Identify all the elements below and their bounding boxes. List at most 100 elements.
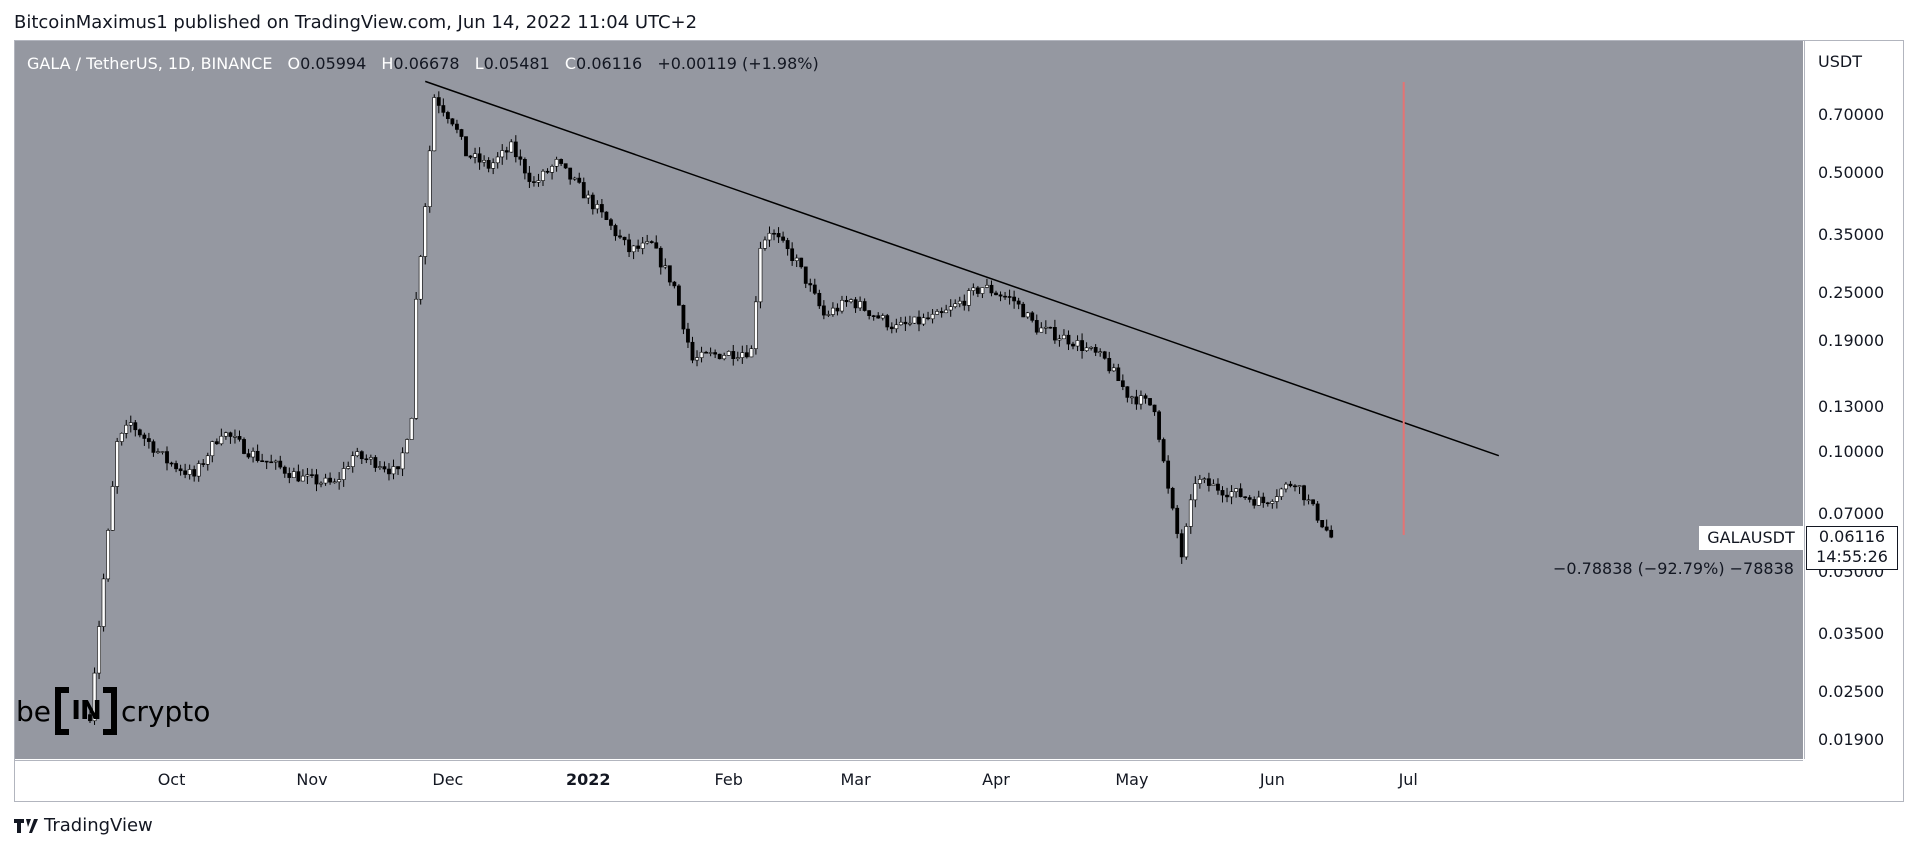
candle-body <box>1179 533 1184 558</box>
candle-body <box>1256 496 1261 506</box>
candle-body <box>455 123 459 130</box>
candle-body <box>613 225 618 237</box>
candle-body <box>889 326 894 330</box>
candle-body <box>1134 396 1139 405</box>
candle-body <box>1216 483 1220 491</box>
candle-body <box>1252 499 1257 506</box>
legend-symbol: GALA / TetherUS, 1D, BINANCE <box>27 54 273 73</box>
time-tick: Mar <box>840 770 871 789</box>
candle-body <box>355 451 360 457</box>
watermark-box: IN <box>55 687 117 735</box>
price-tick: 0.01900 <box>1818 730 1885 749</box>
time-tick: Jun <box>1259 770 1285 789</box>
candle-body <box>980 287 985 294</box>
candle-body <box>903 321 908 325</box>
candle-body <box>255 450 260 461</box>
candle-body <box>332 481 337 484</box>
candle-body <box>1243 496 1248 499</box>
candle-body <box>876 315 881 319</box>
candle-body <box>287 473 292 478</box>
candle-body <box>658 247 663 268</box>
candle-body <box>423 206 428 257</box>
candle-body <box>631 245 636 253</box>
candle-body <box>803 266 808 284</box>
candle-body <box>160 451 165 453</box>
candle-body <box>323 477 328 484</box>
price-tick: 0.07000 <box>1818 504 1885 524</box>
candle-body <box>228 432 233 437</box>
candle-body <box>749 348 754 358</box>
candle-body <box>1007 296 1012 298</box>
candle-body <box>219 435 224 445</box>
candle-body <box>1184 526 1189 558</box>
tradingview-logo-icon <box>14 818 38 833</box>
candle-body <box>110 486 115 531</box>
candle-body <box>459 129 464 137</box>
candle-body <box>1261 496 1266 504</box>
candle-body <box>563 163 568 169</box>
price-axis[interactable] <box>1804 41 1903 759</box>
candle-body <box>1284 483 1288 490</box>
price-tick: 0.10000 <box>1818 442 1885 462</box>
candle-body <box>989 284 994 294</box>
candle-body <box>1220 490 1225 496</box>
candle-body <box>1175 507 1180 534</box>
descending-trendline[interactable] <box>424 80 1500 457</box>
candle-body <box>858 301 863 309</box>
candle-body <box>1157 411 1161 440</box>
candle-body <box>636 245 641 249</box>
candle-body <box>726 351 731 356</box>
candles <box>88 91 1334 725</box>
candle-body <box>296 471 301 482</box>
time-tick: Oct <box>157 770 186 789</box>
candle-body <box>1039 327 1044 333</box>
candle-body <box>88 714 92 722</box>
candle-body <box>917 316 921 325</box>
candle-body <box>998 294 1003 297</box>
candle-body <box>831 307 835 315</box>
time-tick: Dec <box>432 770 464 789</box>
candle-body <box>282 466 287 474</box>
candle-body <box>1066 334 1071 345</box>
footer-brand-text: TradingView <box>44 815 153 836</box>
candle-body <box>1098 351 1103 354</box>
candle-body <box>396 466 400 470</box>
candle-body <box>966 290 971 306</box>
candle-body <box>772 232 776 235</box>
price-tick: 0.19000 <box>1818 330 1885 350</box>
tradingview-brand[interactable]: TradingView <box>14 815 153 836</box>
candle-body <box>391 466 396 475</box>
candle-body <box>908 322 912 325</box>
candle-body <box>1084 347 1089 352</box>
last-price-tag: 0.06116 14:55:26 <box>1806 526 1898 570</box>
candle-body <box>142 434 147 439</box>
candle-body <box>133 422 138 431</box>
candle-body <box>115 441 120 487</box>
candle-body <box>1052 327 1057 341</box>
time-axis[interactable] <box>15 760 1803 801</box>
candle-body <box>1125 386 1130 398</box>
candle-body <box>654 242 659 249</box>
candle-body <box>599 204 604 213</box>
plot-area[interactable] <box>15 41 1803 759</box>
candle-body <box>382 466 387 470</box>
candle-body <box>441 105 446 113</box>
candle-body <box>1229 491 1234 498</box>
candle-body <box>1247 497 1252 500</box>
legend-close: 0.06116 <box>576 54 643 73</box>
candle-body <box>1130 396 1134 399</box>
candle-body <box>731 351 736 359</box>
candle-body <box>880 315 885 319</box>
candle-body <box>821 305 826 316</box>
candle-body <box>545 170 550 173</box>
candle-body <box>128 422 133 426</box>
candle-body <box>1320 520 1325 528</box>
candle-body <box>1057 338 1062 341</box>
candle-body <box>1120 380 1125 387</box>
candle-body <box>944 309 949 314</box>
candle-body <box>799 257 804 268</box>
candle-body <box>754 301 758 349</box>
candle-body <box>690 341 695 361</box>
candle-body <box>368 457 373 460</box>
